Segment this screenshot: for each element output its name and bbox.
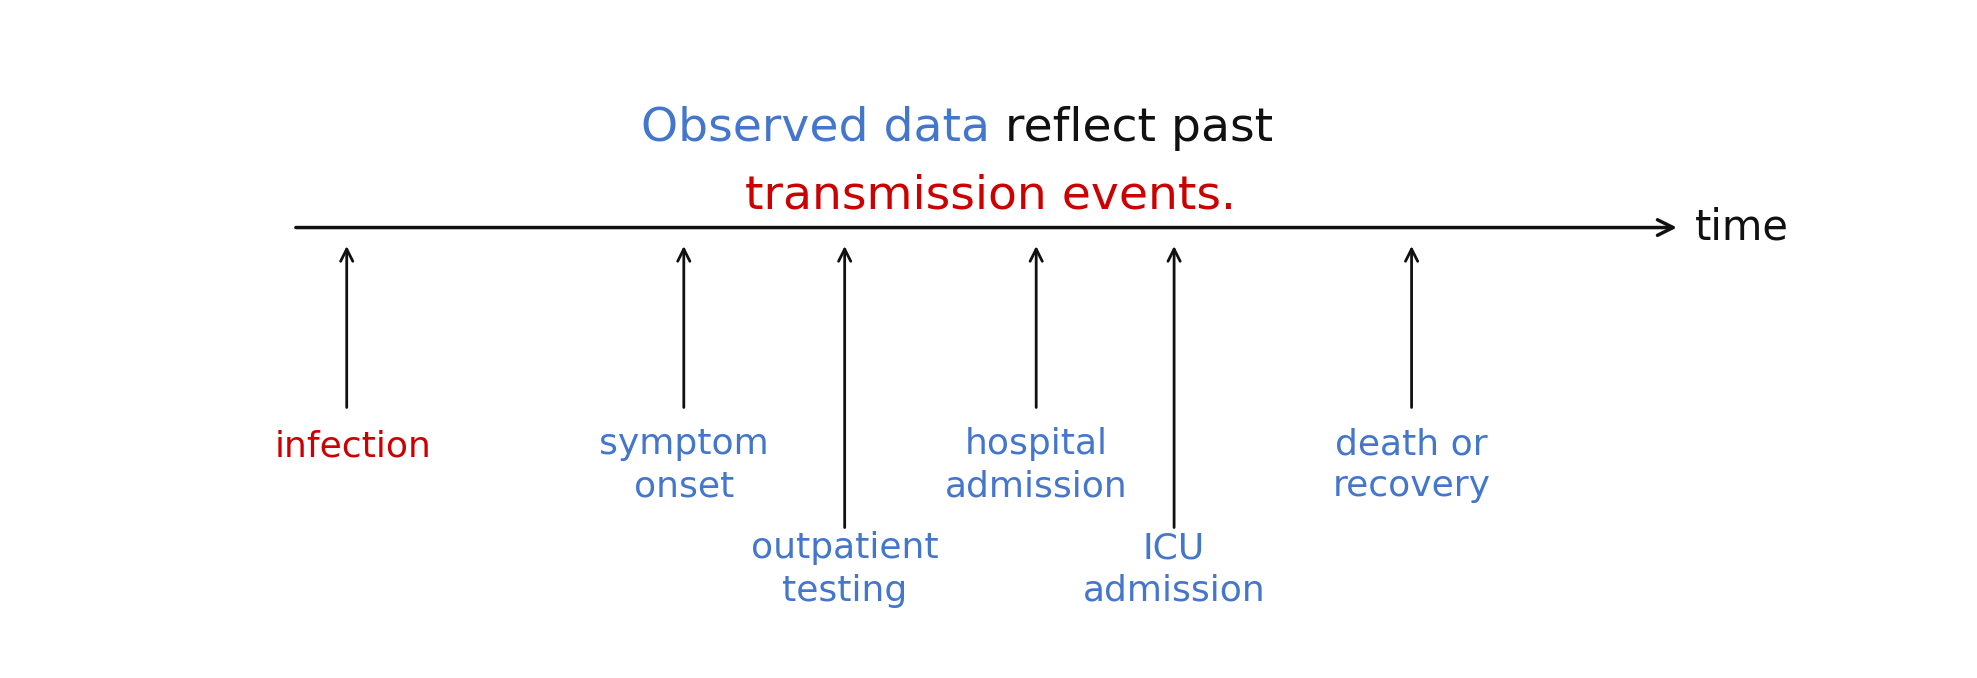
Text: death or
recovery: death or recovery [1332, 427, 1491, 503]
Text: time: time [1694, 207, 1789, 249]
Text: ICU
admission: ICU admission [1083, 532, 1265, 607]
Text: Observed data: Observed data [641, 106, 990, 151]
Text: outpatient
testing: outpatient testing [751, 532, 939, 607]
Text: infection: infection [275, 430, 431, 464]
Text: transmission events.: transmission events. [745, 174, 1236, 219]
Text: hospital
admission: hospital admission [945, 427, 1127, 503]
Text: symptom
onset: symptom onset [599, 427, 769, 503]
Text: reflect past: reflect past [990, 106, 1273, 151]
